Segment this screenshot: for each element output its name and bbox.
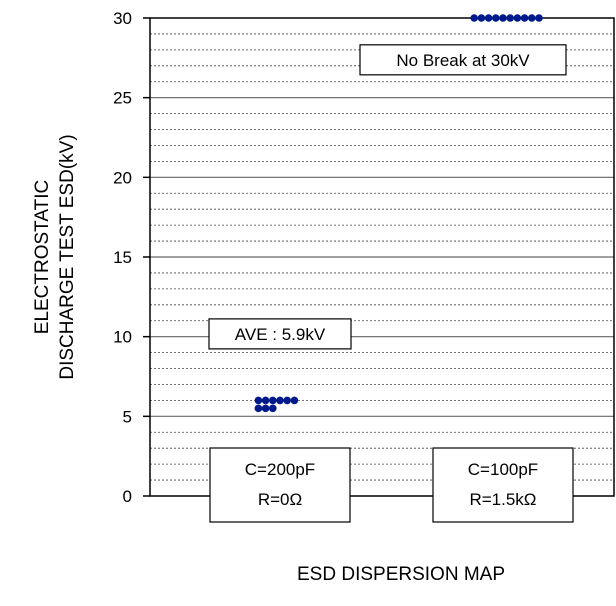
category-boxes: C=200pF R=0Ω C=100pF R=1.5kΩ (209, 447, 574, 523)
data-point (261, 404, 270, 413)
y-axis-label-line-2: DISCHARGE TEST ESD(kV) (57, 134, 78, 379)
category-label: C=100pF (468, 460, 538, 479)
annotation-label: No Break at 30kV (396, 51, 530, 70)
data-point (513, 14, 522, 22)
data-point (254, 404, 263, 413)
annotation-boxes: AVE : 5.9kV No Break at 30kV (208, 44, 567, 350)
data-point (261, 396, 270, 405)
y-tick-label: 0 (123, 487, 132, 506)
data-point (506, 14, 514, 22)
category-box (209, 447, 351, 523)
data-point (477, 14, 486, 22)
data-point (470, 14, 479, 22)
data-point (499, 14, 507, 22)
category-label: R=1.5kΩ (469, 490, 536, 509)
y-tick-label: 5 (123, 407, 132, 426)
y-axis-ticks: 0 5 10 15 20 25 30 (113, 9, 150, 506)
y-tick-label: 15 (113, 248, 132, 267)
data-point (520, 14, 529, 22)
grid-layer (150, 33, 614, 481)
data-point (484, 14, 493, 22)
data-point (290, 396, 299, 405)
data-point (254, 396, 263, 405)
category-label: R=0Ω (258, 490, 302, 509)
annotation-label: AVE : 5.9kV (235, 325, 326, 344)
data-points (254, 14, 543, 413)
data-point (492, 14, 500, 22)
data-point (528, 14, 536, 22)
y-tick-label: 30 (113, 9, 132, 28)
category-label: C=200pF (245, 460, 315, 479)
x-axis-title: ESD DISPERSION MAP (297, 564, 505, 585)
data-point (269, 404, 277, 413)
data-point (269, 396, 277, 405)
y-tick-label: 10 (113, 328, 132, 347)
y-tick-label: 25 (113, 89, 132, 108)
data-point (535, 14, 543, 22)
annotation-box (208, 318, 352, 350)
data-point (276, 396, 284, 405)
y-axis-label-line-1: ELECTROSTATIC (32, 180, 53, 334)
annotation-box (359, 44, 567, 76)
category-box (432, 447, 574, 523)
y-tick-label: 20 (113, 168, 132, 187)
data-point (283, 396, 292, 405)
